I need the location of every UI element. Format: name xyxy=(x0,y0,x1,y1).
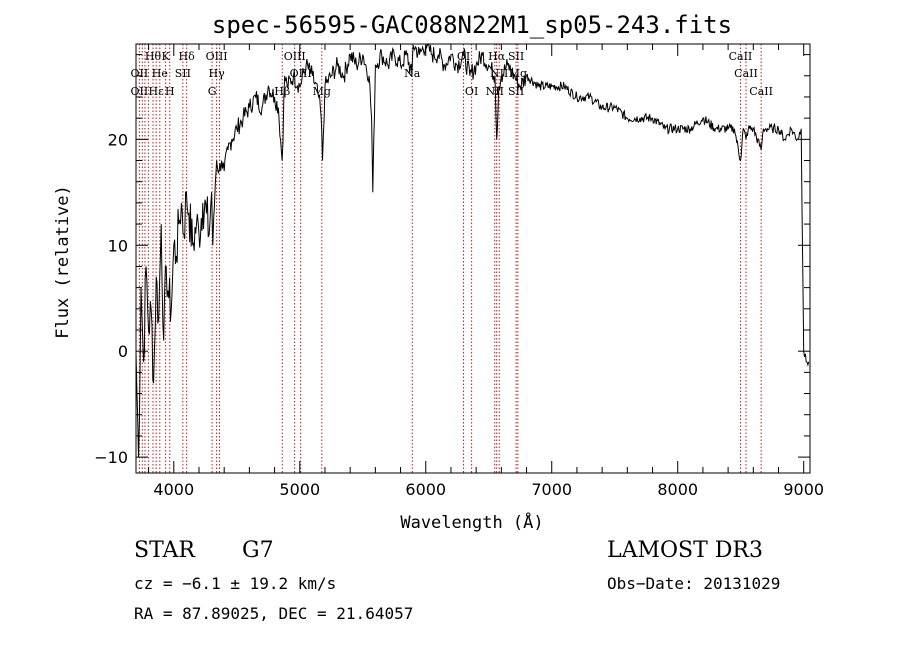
spectral-line-label: OI xyxy=(457,50,470,63)
chart-title: spec-56595-GAC088N22M1_sp05-243.fits xyxy=(212,11,732,39)
y-tick-label: 0 xyxy=(118,342,128,361)
spectral-line-label: OIII xyxy=(206,50,228,63)
spectral-line-label: Hα xyxy=(488,50,506,63)
spectral-line-label: CaII xyxy=(729,50,753,63)
spectral-line-label: G xyxy=(208,85,217,98)
spectral-line-markers xyxy=(138,44,762,473)
y-tick-label: 10 xyxy=(108,236,128,255)
y-axis-label: Flux (relative) xyxy=(53,185,73,339)
spectrum-series-line xyxy=(135,44,810,458)
spectral-line-label: Na xyxy=(404,67,421,80)
object-subclass: G7 xyxy=(242,538,274,563)
spectral-line-label: CaII xyxy=(749,85,773,98)
x-tick-label: 6000 xyxy=(405,480,446,499)
spectral-line-label: Mg xyxy=(313,85,331,98)
spectral-line-label: OII xyxy=(131,67,149,80)
spectral-line-label: Hθ xyxy=(145,50,162,63)
y-tick-label: −10 xyxy=(94,448,128,467)
spectral-line-label: Hδ xyxy=(179,50,196,63)
spectral-line-label: SII xyxy=(508,50,524,63)
x-tick-label: 4000 xyxy=(153,480,194,499)
spectral-line-label: Hε xyxy=(149,85,165,98)
object-class: STAR xyxy=(134,538,195,563)
spectral-line-label: He xyxy=(152,67,168,80)
x-tick-label: 8000 xyxy=(657,480,698,499)
redshift-cz: cz = −6.1 ± 19.2 km/s xyxy=(134,574,337,593)
axis-ticks: 4000 5000 6000 7000 8000 9000 −10 0 10 20 xyxy=(94,44,824,499)
spectral-line-label: Hγ xyxy=(209,67,226,80)
spectral-line-label: SII xyxy=(175,67,191,80)
spectral-line-label: OIII xyxy=(284,50,306,63)
x-tick-label: 9000 xyxy=(783,480,824,499)
x-axis-label: Wavelength (Å) xyxy=(400,511,543,533)
coordinates: RA = 87.89025, DEC = 21.64057 xyxy=(134,604,414,623)
spectral-line-label: OI xyxy=(465,85,478,98)
spectral-line-label: H xyxy=(165,85,175,98)
spectral-line-label: SII xyxy=(508,85,524,98)
plot-frame xyxy=(135,43,811,474)
x-tick-label: 5000 xyxy=(279,480,320,499)
spectral-line-label: CaII xyxy=(734,67,758,80)
y-tick-label: 20 xyxy=(108,130,128,149)
x-tick-label: 7000 xyxy=(531,480,572,499)
spectral-line-label: K xyxy=(161,50,170,63)
observation-date: Obs−Date: 20131029 xyxy=(607,574,781,593)
spectral-line-label: Hβ xyxy=(274,85,290,98)
survey-name: LAMOST DR3 xyxy=(607,538,763,563)
spectral-line-label: OII xyxy=(131,85,149,98)
